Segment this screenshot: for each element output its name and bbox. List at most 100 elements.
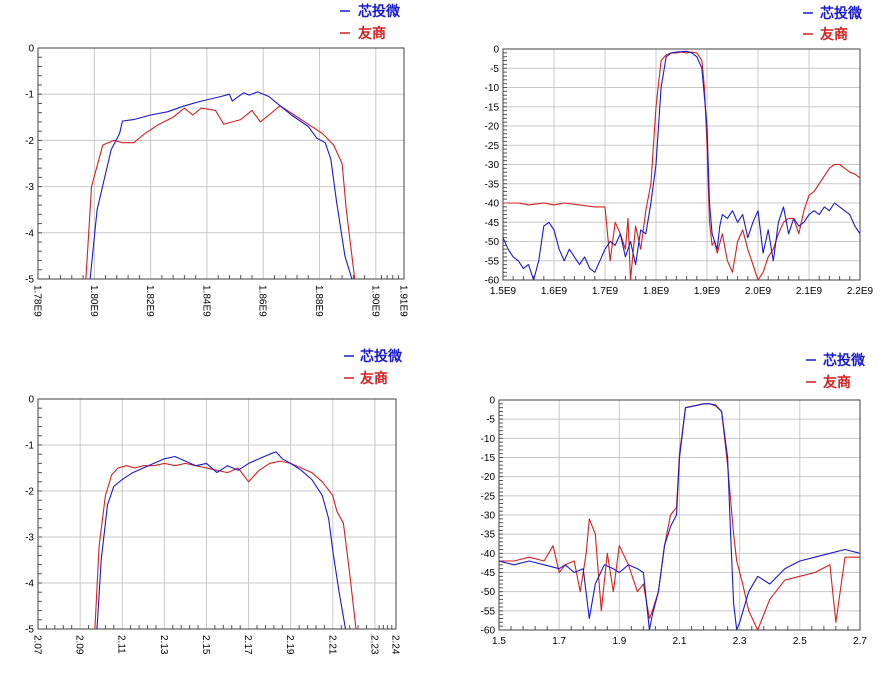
plot-area — [38, 399, 396, 629]
y-tick-label: -10 — [481, 434, 496, 445]
x-tick-label: 1.82E9 — [144, 285, 155, 317]
legend-label-1: 芯投微 — [358, 3, 401, 20]
y-tick-label: -5 — [25, 275, 34, 286]
legend-chart-3: 芯投微 友商 — [806, 352, 866, 391]
y-tick-label: 0 — [28, 395, 34, 406]
y-tick-label: -4 — [25, 228, 34, 239]
x-tick-label: 2.11 — [116, 635, 127, 654]
y-tick-label: -25 — [485, 141, 500, 152]
plot-area — [38, 48, 404, 279]
y-tick-label: -15 — [485, 102, 500, 113]
legend-label-1: 芯投微 — [360, 348, 403, 365]
x-tick-label: 2.07 — [32, 635, 43, 655]
y-tick-label: -35 — [485, 179, 500, 190]
x-tick-label: 2.0E9 — [745, 286, 772, 297]
x-tick-label: 2.09 — [74, 635, 85, 655]
y-tick-label: -3 — [25, 533, 34, 544]
chart-wideband-1: 0 -5 -10 -15 -20 -25 -30 -35 -40 -45 -50 -55 -601.5E… — [485, 45, 874, 298]
x-tick-label: 2.1E9 — [796, 286, 823, 297]
y-tick-label: -45 — [485, 218, 500, 229]
x-tick-label: 1.9E9 — [694, 286, 721, 297]
y-tick-label: -2 — [25, 136, 34, 147]
y-tick-label: -1 — [25, 90, 34, 101]
x-tick-label: 1.7 — [552, 636, 566, 647]
y-tick-label: -50 — [485, 237, 500, 248]
x-tick-label: 1.91E9 — [398, 285, 409, 317]
series-line-友商 — [499, 403, 860, 630]
y-tick-label: -20 — [481, 472, 496, 483]
legend-label-2: 友商 — [820, 26, 848, 43]
series-line-芯投微 — [499, 403, 860, 630]
y-tick-label: -40 — [485, 199, 500, 210]
y-tick-label: -55 — [485, 256, 500, 267]
legend-label-1: 芯投微 — [823, 352, 866, 369]
series-line-友商 — [85, 105, 356, 279]
series-line-芯投微 — [96, 451, 347, 629]
x-tick-label: 1.84E9 — [200, 285, 211, 317]
y-tick-label: -40 — [481, 549, 496, 560]
series-line-友商 — [94, 460, 357, 629]
legend-label-1: 芯投微 — [820, 5, 863, 22]
x-tick-label: 1.7E9 — [592, 286, 619, 297]
y-tick-label: -30 — [481, 511, 496, 522]
legend-label-2: 友商 — [360, 370, 388, 387]
y-tick-label: -35 — [481, 530, 496, 541]
y-tick-label: -25 — [481, 491, 496, 502]
x-tick-label: 1.9 — [612, 636, 626, 647]
y-tick-label: 0 — [28, 44, 34, 55]
x-tick-label: 1.5 — [492, 636, 506, 647]
y-tick-label: -10 — [485, 83, 500, 94]
y-tick-label: 0 — [493, 45, 499, 56]
legend-label-2: 友商 — [358, 25, 386, 42]
x-tick-label: 1.88E9 — [313, 285, 324, 317]
x-tick-label: 2.23 — [368, 635, 379, 655]
chart-passband-1: 0 -1 -2 -3 -4 -51.78E9 1.80E9 1.82E9 1.84E9 1.86E… — [25, 44, 408, 318]
y-tick-label: -55 — [481, 606, 496, 617]
y-tick-label: -5 — [486, 415, 495, 426]
y-tick-label: -50 — [481, 587, 496, 598]
legend-chart-2: 芯投微 友商 — [344, 348, 403, 387]
y-tick-label: -3 — [25, 182, 34, 193]
y-tick-label: 0 — [489, 396, 495, 407]
x-tick-label: 1.5E9 — [490, 286, 517, 297]
x-tick-label: 2.15 — [200, 635, 211, 655]
y-tick-label: -5 — [490, 64, 499, 75]
x-tick-label: 1.8E9 — [643, 286, 670, 297]
plot-frame — [37, 398, 397, 630]
y-tick-label: -2 — [25, 487, 34, 498]
x-tick-label: 2.17 — [242, 635, 253, 655]
x-tick-label: 1.80E9 — [88, 285, 99, 317]
plot-frame — [502, 48, 861, 281]
x-tick-label: 2.1 — [673, 636, 687, 647]
x-tick-label: 2.5 — [793, 636, 807, 647]
chart-passband-2: 0 -1 -2 -3 -4 -52.07 2.09 2.11 2.13 2.15 2.17 2.19 2… — [25, 395, 400, 655]
x-tick-label: 2.2E9 — [847, 286, 874, 297]
plot-frame — [37, 47, 405, 280]
x-tick-label: 2.24 — [390, 635, 401, 655]
plot-frame — [498, 399, 861, 631]
x-tick-label: 1.86E9 — [257, 285, 268, 317]
series-line-芯投微 — [89, 91, 353, 279]
y-tick-label: -30 — [485, 160, 500, 171]
legend-chart-0: 芯投微 友商 — [340, 3, 401, 42]
x-tick-label: 2.13 — [158, 635, 169, 655]
y-tick-label: -60 — [481, 626, 496, 637]
y-tick-label: -4 — [25, 579, 34, 590]
x-tick-label: 2.21 — [326, 635, 337, 655]
x-tick-label: 1.90E9 — [369, 285, 380, 317]
x-tick-label: 2.19 — [284, 635, 295, 655]
y-tick-label: -60 — [485, 276, 500, 287]
x-tick-label: 1.6E9 — [541, 286, 568, 297]
x-tick-label: 2.3 — [733, 636, 747, 647]
y-tick-label: -1 — [25, 441, 34, 452]
y-tick-label: -15 — [481, 453, 496, 464]
legend-label-2: 友商 — [823, 374, 851, 391]
y-tick-label: -5 — [25, 625, 34, 636]
series-line-芯投微 — [503, 50, 860, 280]
series-line-友商 — [503, 51, 860, 280]
x-tick-label: 2.7 — [853, 636, 867, 647]
legend-chart-1: 芯投微 友商 — [803, 5, 863, 43]
y-tick-label: -20 — [485, 122, 500, 133]
y-tick-label: -45 — [481, 568, 496, 579]
x-tick-label: 1.78E9 — [32, 285, 43, 317]
